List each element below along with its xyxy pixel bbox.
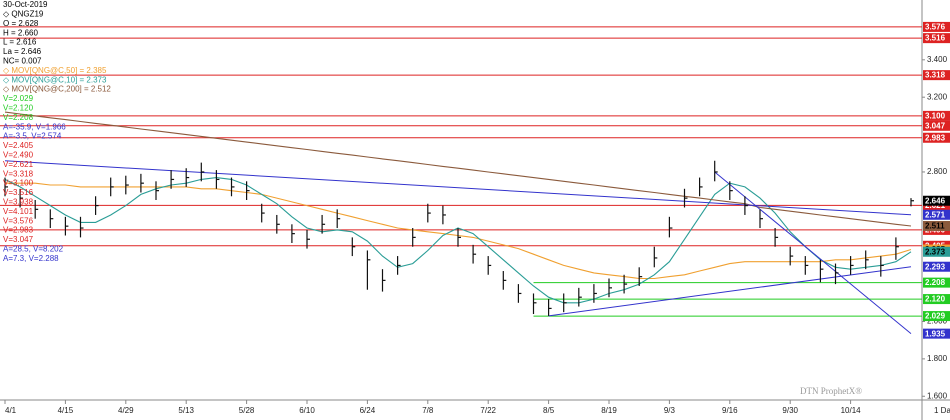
x-tick-label: 4/1 xyxy=(5,406,17,415)
y-tick-label: 3.200 xyxy=(927,92,948,101)
trendline xyxy=(714,171,912,335)
legend-entry: ◇ QNGZ19 xyxy=(3,10,44,19)
legend-entry: A=-3.5, V=2.574 xyxy=(3,132,62,141)
x-tick-label: 9/30 xyxy=(782,406,798,415)
price-tag-label: 2.511 xyxy=(925,222,945,231)
trendline xyxy=(4,160,912,216)
legend-entry: A=-35.9, V=1.966 xyxy=(3,122,66,131)
x-tick-label: 10/14 xyxy=(841,406,862,415)
y-tick-label: 2.000 xyxy=(927,317,948,326)
price-tag-label: 3.047 xyxy=(925,121,946,130)
price-tag-label: 2.208 xyxy=(925,278,946,287)
legend-entry: V=3.516 xyxy=(3,188,34,197)
legend-entry: 30-Oct-2019 xyxy=(3,0,48,9)
legend-entry: V=2.120 xyxy=(3,104,34,113)
price-tag-label: 3.318 xyxy=(925,71,946,80)
price-tag xyxy=(923,328,950,339)
price-tag xyxy=(923,246,950,257)
x-tick-label: 8/5 xyxy=(543,406,555,415)
legend-entry: V=2.621 xyxy=(3,160,34,169)
price-tag-label: 3.576 xyxy=(925,23,946,32)
y-tick-label: 3.400 xyxy=(927,55,948,64)
price-tag-label: 2.646 xyxy=(925,196,946,205)
legend-entry: V=4.101 xyxy=(3,207,34,216)
legend-entry: V=3.047 xyxy=(3,235,34,244)
legend-entry: V=2.029 xyxy=(3,94,34,103)
legend-entry: ◇ MOV[QNG@C,50] = 2.385 xyxy=(3,66,107,75)
price-tag xyxy=(923,195,950,206)
legend-entry: ◇ MOV[QNG@C,200] = 2.512 xyxy=(3,85,111,94)
legend-entry: V=2.983 xyxy=(3,226,34,235)
x-tick-label: 9/16 xyxy=(722,406,738,415)
legend-entry: O = 2.628 xyxy=(3,19,39,28)
legend-entry: V=3.318 xyxy=(3,169,34,178)
legend-entry: V=2.405 xyxy=(3,141,34,150)
legend-entry: A=7.3, V=2.288 xyxy=(3,254,59,263)
legend-entry: V=2.208 xyxy=(3,113,34,122)
legend-entry: V=3.100 xyxy=(3,179,34,188)
y-tick-label: 1.800 xyxy=(927,354,948,363)
legend-entry: V=3.938 xyxy=(3,198,34,207)
x-tick-label: 8/19 xyxy=(601,406,617,415)
price-tag xyxy=(923,261,950,272)
price-tag xyxy=(923,277,950,288)
x-tick-label: 7/8 xyxy=(422,406,434,415)
legend-entry: La = 2.646 xyxy=(3,47,42,56)
y-tick-label: 1.600 xyxy=(927,391,948,400)
price-tag xyxy=(923,120,950,131)
legend-entry: V=3.576 xyxy=(3,216,34,225)
price-tag xyxy=(923,70,950,81)
x-tick-label: 5/13 xyxy=(178,406,194,415)
moving-average xyxy=(4,111,912,227)
price-tag-label: 3.100 xyxy=(925,111,946,120)
price-tag xyxy=(923,110,950,121)
legend-entry: NC= 0.007 xyxy=(3,57,42,66)
watermark: DTN ProphetX® xyxy=(800,386,862,396)
price-tag-label: 2.120 xyxy=(925,295,946,304)
price-tag xyxy=(923,294,950,305)
legend-entry: A=28.5, V=8.202 xyxy=(3,245,64,254)
x-tick-label: 7/22 xyxy=(480,406,496,415)
price-tag xyxy=(923,132,950,143)
price-tag-label: 2.293 xyxy=(925,262,946,271)
price-tag-label: 3.516 xyxy=(925,34,946,43)
interval-label: 1 Day xyxy=(934,406,950,415)
price-tag xyxy=(923,21,950,32)
price-tag xyxy=(923,209,950,220)
price-tag-label: 2.571 xyxy=(925,210,946,219)
price-tag-label: 1.935 xyxy=(925,329,946,338)
trendline xyxy=(548,266,912,317)
price-tag xyxy=(923,311,950,322)
x-tick-label: 6/24 xyxy=(360,406,376,415)
legend-entry: L = 2.616 xyxy=(3,38,37,47)
x-tick-label: 5/28 xyxy=(239,406,255,415)
y-tick-label: 2.800 xyxy=(927,167,948,176)
price-tag xyxy=(923,220,950,231)
x-tick-label: 4/29 xyxy=(118,406,134,415)
price-tag-label: 2.029 xyxy=(925,312,946,321)
x-tick-label: 4/15 xyxy=(58,406,74,415)
legend-entry: H = 2.660 xyxy=(3,28,38,37)
legend-entry: ◇ MOV[QNG@C,10] = 2.373 xyxy=(3,75,107,84)
price-tag xyxy=(923,33,950,44)
legend-entry: V=2.490 xyxy=(3,151,34,160)
x-tick-label: 6/10 xyxy=(299,406,315,415)
price-tag-label: 2.373 xyxy=(925,247,946,256)
x-tick-label: 9/3 xyxy=(664,406,676,415)
price-tag-label: 2.983 xyxy=(925,133,946,142)
